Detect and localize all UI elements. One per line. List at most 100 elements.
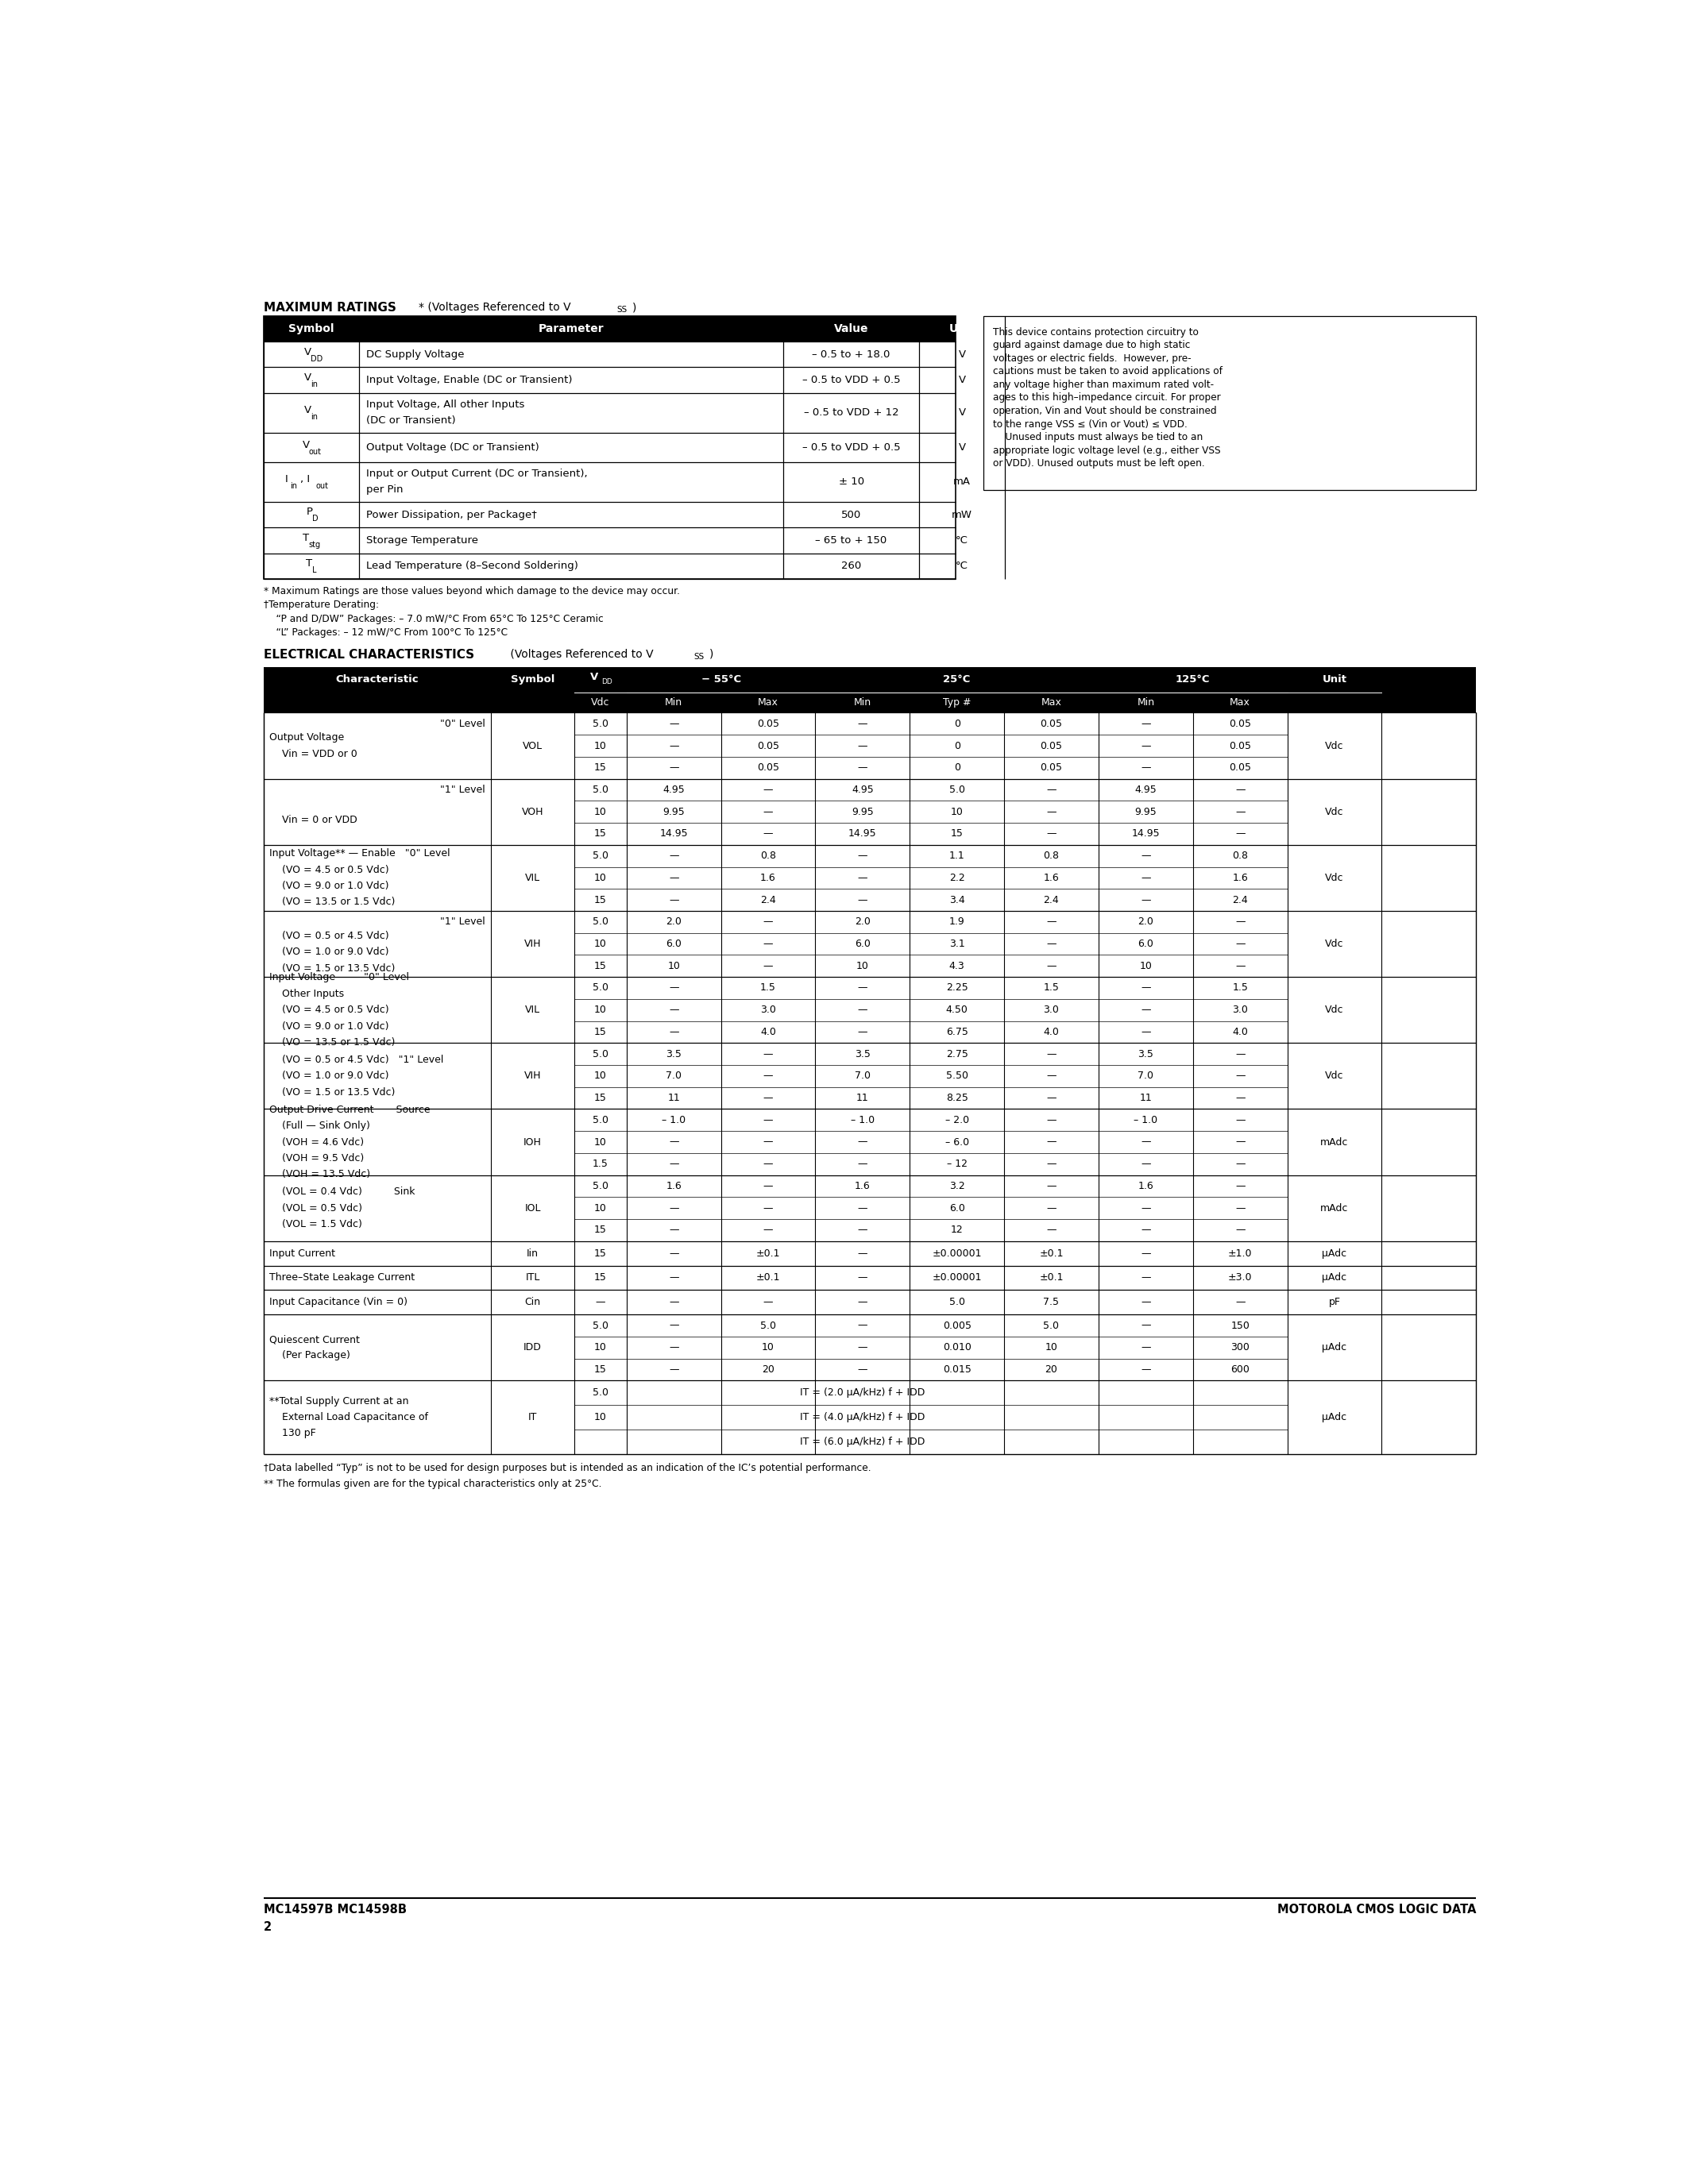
Text: —: — bbox=[763, 1297, 773, 1308]
Text: —: — bbox=[1236, 1138, 1246, 1147]
Text: ±3.0: ±3.0 bbox=[1227, 1273, 1252, 1282]
Text: Vdc: Vdc bbox=[1325, 874, 1344, 882]
Text: IOH: IOH bbox=[523, 1138, 542, 1147]
Text: Vin = VDD or 0: Vin = VDD or 0 bbox=[270, 749, 358, 760]
Text: (Voltages Referenced to V: (Voltages Referenced to V bbox=[506, 649, 653, 660]
Text: (VO = 1.0 or 9.0 Vdc): (VO = 1.0 or 9.0 Vdc) bbox=[270, 1070, 388, 1081]
Text: T: T bbox=[306, 559, 312, 568]
Text: 1.6: 1.6 bbox=[1138, 1182, 1153, 1190]
Text: – 0.5 to VDD + 0.5: – 0.5 to VDD + 0.5 bbox=[802, 376, 900, 384]
Text: Input Capacitance (Vin = 0): Input Capacitance (Vin = 0) bbox=[270, 1297, 408, 1308]
Text: Cin: Cin bbox=[525, 1297, 540, 1308]
Text: 0.05: 0.05 bbox=[1229, 762, 1251, 773]
Text: VIH: VIH bbox=[523, 1070, 542, 1081]
Text: —: — bbox=[858, 740, 868, 751]
Text: —: — bbox=[858, 895, 868, 904]
Text: 2: 2 bbox=[263, 1922, 272, 1933]
Text: 5.0: 5.0 bbox=[949, 784, 966, 795]
Text: †Temperature Derating:: †Temperature Derating: bbox=[263, 601, 378, 609]
Text: —: — bbox=[1141, 1138, 1151, 1147]
Text: 4.95: 4.95 bbox=[851, 784, 874, 795]
Text: 0.010: 0.010 bbox=[942, 1343, 971, 1352]
Text: out: out bbox=[316, 483, 329, 489]
Text: VOH: VOH bbox=[522, 806, 544, 817]
Text: —: — bbox=[763, 1092, 773, 1103]
Text: (VO = 1.0 or 9.0 Vdc): (VO = 1.0 or 9.0 Vdc) bbox=[270, 948, 388, 957]
Text: —: — bbox=[668, 1273, 679, 1282]
Text: 15: 15 bbox=[594, 1273, 606, 1282]
Text: (VOH = 4.6 Vdc): (VOH = 4.6 Vdc) bbox=[270, 1138, 365, 1147]
Text: —: — bbox=[1141, 1026, 1151, 1037]
Text: Input or Output Current (DC or Transient),: Input or Output Current (DC or Transient… bbox=[366, 470, 587, 478]
Text: Lead Temperature (8–Second Soldering): Lead Temperature (8–Second Soldering) bbox=[366, 561, 577, 572]
Text: 10: 10 bbox=[594, 1413, 606, 1422]
Text: V: V bbox=[304, 373, 312, 382]
Text: ±0.1: ±0.1 bbox=[1040, 1273, 1063, 1282]
Text: – 2.0: – 2.0 bbox=[945, 1114, 969, 1125]
Text: per Pin: per Pin bbox=[366, 485, 403, 496]
Text: DD: DD bbox=[311, 354, 322, 363]
Text: IT = (2.0 μA/kHz) f + IDD: IT = (2.0 μA/kHz) f + IDD bbox=[800, 1387, 925, 1398]
Text: —: — bbox=[763, 1203, 773, 1214]
Text: 2.75: 2.75 bbox=[945, 1048, 967, 1059]
Text: ): ) bbox=[709, 649, 714, 660]
Text: —: — bbox=[1141, 1365, 1151, 1374]
Text: 1.6: 1.6 bbox=[854, 1182, 871, 1190]
Text: —: — bbox=[763, 1225, 773, 1236]
Text: D: D bbox=[312, 515, 319, 522]
Text: Output Drive Current       Source: Output Drive Current Source bbox=[270, 1105, 430, 1114]
Text: —: — bbox=[1236, 1182, 1246, 1190]
Text: Output Voltage: Output Voltage bbox=[270, 732, 344, 743]
Text: —: — bbox=[668, 1138, 679, 1147]
Text: 12: 12 bbox=[950, 1225, 964, 1236]
Text: V: V bbox=[304, 406, 312, 415]
Text: —: — bbox=[858, 983, 868, 994]
Text: , I: , I bbox=[300, 474, 309, 485]
Text: Typ #: Typ # bbox=[944, 697, 971, 708]
Text: – 1.0: – 1.0 bbox=[851, 1114, 874, 1125]
Text: 15: 15 bbox=[594, 895, 606, 904]
Text: 7.0: 7.0 bbox=[1138, 1070, 1153, 1081]
Text: IOL: IOL bbox=[525, 1203, 540, 1214]
Text: 10: 10 bbox=[950, 806, 964, 817]
Text: 0.005: 0.005 bbox=[942, 1321, 971, 1330]
Text: V: V bbox=[959, 408, 966, 417]
Text: —: — bbox=[668, 1005, 679, 1016]
Text: —: — bbox=[668, 762, 679, 773]
Text: 4.0: 4.0 bbox=[760, 1026, 776, 1037]
Text: mAdc: mAdc bbox=[1320, 1138, 1349, 1147]
Text: ages to this high–impedance circuit. For proper: ages to this high–impedance circuit. For… bbox=[993, 393, 1220, 404]
Text: —: — bbox=[1236, 784, 1246, 795]
Text: – 1.0: – 1.0 bbox=[662, 1114, 685, 1125]
Text: 6.0: 6.0 bbox=[665, 939, 682, 950]
Text: Input Current: Input Current bbox=[270, 1249, 336, 1258]
Text: ±0.1: ±0.1 bbox=[756, 1249, 780, 1258]
Text: Input Voltage** — Enable   "0" Level: Input Voltage** — Enable "0" Level bbox=[270, 847, 451, 858]
Text: 5.0: 5.0 bbox=[592, 852, 608, 860]
Text: (VO = 13.5 or 1.5 Vdc): (VO = 13.5 or 1.5 Vdc) bbox=[270, 898, 395, 906]
Text: Vdc: Vdc bbox=[1325, 740, 1344, 751]
Text: —: — bbox=[1047, 961, 1057, 972]
Text: ±1.0: ±1.0 bbox=[1227, 1249, 1252, 1258]
Text: —: — bbox=[763, 806, 773, 817]
Text: VOL: VOL bbox=[523, 740, 542, 751]
Text: Value: Value bbox=[834, 323, 869, 334]
Bar bbox=[263, 317, 955, 579]
Text: Iin: Iin bbox=[527, 1249, 538, 1258]
Text: 10: 10 bbox=[594, 1343, 606, 1352]
Text: Min: Min bbox=[854, 697, 871, 708]
Text: 20: 20 bbox=[761, 1365, 775, 1374]
Text: —: — bbox=[668, 1160, 679, 1168]
Text: – 12: – 12 bbox=[947, 1160, 967, 1168]
Text: ELECTRICAL CHARACTERISTICS: ELECTRICAL CHARACTERISTICS bbox=[263, 649, 474, 660]
Text: μAdc: μAdc bbox=[1322, 1413, 1347, 1422]
Text: to the range VSS ≤ (Vin or Vout) ≤ VDD.: to the range VSS ≤ (Vin or Vout) ≤ VDD. bbox=[993, 419, 1187, 430]
Text: 2.0: 2.0 bbox=[854, 917, 871, 926]
Text: (VO = 9.0 or 1.0 Vdc): (VO = 9.0 or 1.0 Vdc) bbox=[270, 1020, 388, 1031]
Text: —: — bbox=[1047, 917, 1057, 926]
Text: guard against damage due to high static: guard against damage due to high static bbox=[993, 341, 1190, 349]
Text: * (Voltages Referenced to V: * (Voltages Referenced to V bbox=[419, 301, 571, 312]
Text: —: — bbox=[1047, 1182, 1057, 1190]
Text: (VO = 1.5 or 13.5 Vdc): (VO = 1.5 or 13.5 Vdc) bbox=[270, 1088, 395, 1096]
Text: ): ) bbox=[631, 301, 636, 312]
